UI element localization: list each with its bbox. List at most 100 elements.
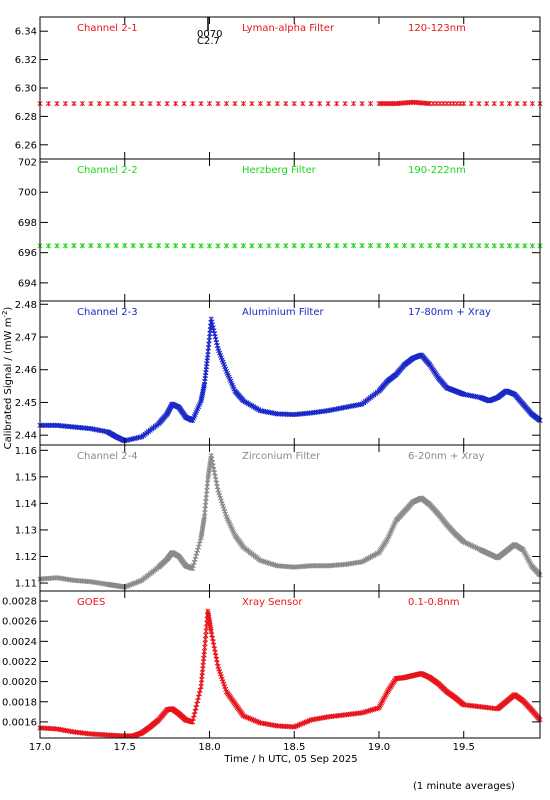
data-point	[452, 243, 458, 249]
data-point	[139, 243, 145, 249]
panel-5	[37, 590, 543, 739]
band-label: 190-222nm	[408, 165, 466, 176]
panel-frame	[39, 16, 541, 160]
y-tick-label: 6.30	[15, 84, 37, 95]
data-point	[113, 243, 119, 249]
data-point	[468, 243, 474, 249]
data-point	[291, 101, 297, 107]
y-tick-label: 698	[18, 218, 37, 229]
data-point	[249, 243, 255, 249]
panel-frame	[39, 158, 541, 302]
data-point	[257, 101, 263, 107]
data-point	[71, 243, 77, 249]
data-point	[499, 101, 505, 107]
data-point	[164, 101, 170, 107]
data-point	[105, 243, 111, 249]
data-points-2	[37, 243, 543, 249]
band-label: 6-20nm + Xray	[408, 451, 485, 462]
y-tick-label: 2.44	[15, 431, 37, 442]
data-point	[300, 243, 306, 249]
y-tick-label: 1.12	[15, 552, 37, 563]
data-point	[325, 101, 331, 107]
data-points-3	[37, 316, 543, 444]
x-tick-label: 19.0	[368, 742, 390, 753]
data-point	[514, 243, 520, 249]
data-point	[147, 243, 153, 249]
data-point	[215, 243, 221, 249]
data-point	[198, 243, 204, 249]
band-label: 120-123nm	[408, 23, 466, 34]
y-tick-label: 1.11	[15, 579, 37, 590]
y-tick-label: 1.13	[15, 525, 37, 536]
data-point	[88, 243, 94, 249]
data-point	[342, 243, 348, 249]
data-point	[514, 101, 520, 107]
data-point	[283, 101, 289, 107]
data-point	[122, 101, 128, 107]
panel-frame	[39, 444, 541, 592]
y-tick-label: 702	[18, 158, 37, 169]
data-point	[71, 101, 77, 107]
y-tick-label: 6.34	[15, 27, 37, 38]
channel-label: GOES	[77, 597, 105, 608]
data-point	[173, 101, 179, 107]
data-point	[410, 243, 416, 249]
data-point	[393, 243, 399, 249]
data-point	[325, 243, 331, 249]
y-tick-label: 0.0024	[2, 637, 37, 648]
x-tick-label: 17.0	[29, 742, 51, 753]
data-point	[484, 101, 490, 107]
panel-frame	[39, 590, 541, 739]
data-point	[376, 243, 382, 249]
data-point	[367, 243, 374, 249]
data-point	[240, 101, 246, 107]
data-point	[274, 243, 280, 249]
y-tick-label: 2.46	[15, 365, 37, 376]
data-point	[359, 243, 365, 249]
filter-label: Zirconium Filter	[242, 451, 321, 462]
panel-1	[37, 16, 543, 160]
y-tick-label: 6.28	[15, 112, 37, 123]
channel-label: Channel 2-2	[77, 165, 138, 176]
data-point	[359, 101, 365, 107]
data-point	[139, 101, 145, 107]
data-point	[122, 243, 128, 249]
data-point	[484, 243, 490, 249]
y-tick-label: 1.16	[15, 446, 37, 457]
data-point	[317, 243, 323, 249]
data-point	[468, 101, 474, 107]
data-point	[367, 101, 374, 107]
x-tick-label: 18.5	[283, 742, 305, 753]
footnote: (1 minute averages)	[413, 781, 515, 792]
y-tick-label: 0.0016	[2, 717, 37, 728]
data-point	[45, 101, 52, 107]
x-tick-label: 17.5	[114, 742, 136, 753]
data-point	[164, 243, 170, 249]
data-point	[401, 243, 407, 249]
y-tick-label: 6.32	[15, 55, 37, 66]
data-points-5	[37, 608, 543, 739]
y-tick-label: 696	[18, 248, 37, 259]
data-point	[96, 243, 102, 249]
channel-label: Channel 2-1	[77, 23, 138, 34]
data-point	[529, 243, 535, 249]
data-point	[79, 101, 85, 107]
data-point	[334, 101, 340, 107]
x-tick-label: 18.0	[198, 742, 220, 753]
data-point	[342, 101, 348, 107]
y-tick-label: 0.0026	[2, 617, 37, 628]
data-point	[522, 243, 528, 249]
data-points-1	[37, 99, 543, 107]
panel-3	[37, 300, 543, 446]
flare-annotation: 0070	[197, 29, 222, 40]
channel-label: Channel 2-4	[77, 451, 138, 462]
data-points-4	[37, 453, 543, 590]
data-point	[79, 243, 85, 249]
y-tick-label: 2.48	[15, 300, 37, 311]
filter-label: Herzberg Filter	[242, 165, 317, 176]
data-point	[257, 243, 263, 249]
y-tick-label: 2.45	[15, 398, 37, 409]
data-point	[444, 243, 450, 249]
data-point	[522, 101, 528, 107]
